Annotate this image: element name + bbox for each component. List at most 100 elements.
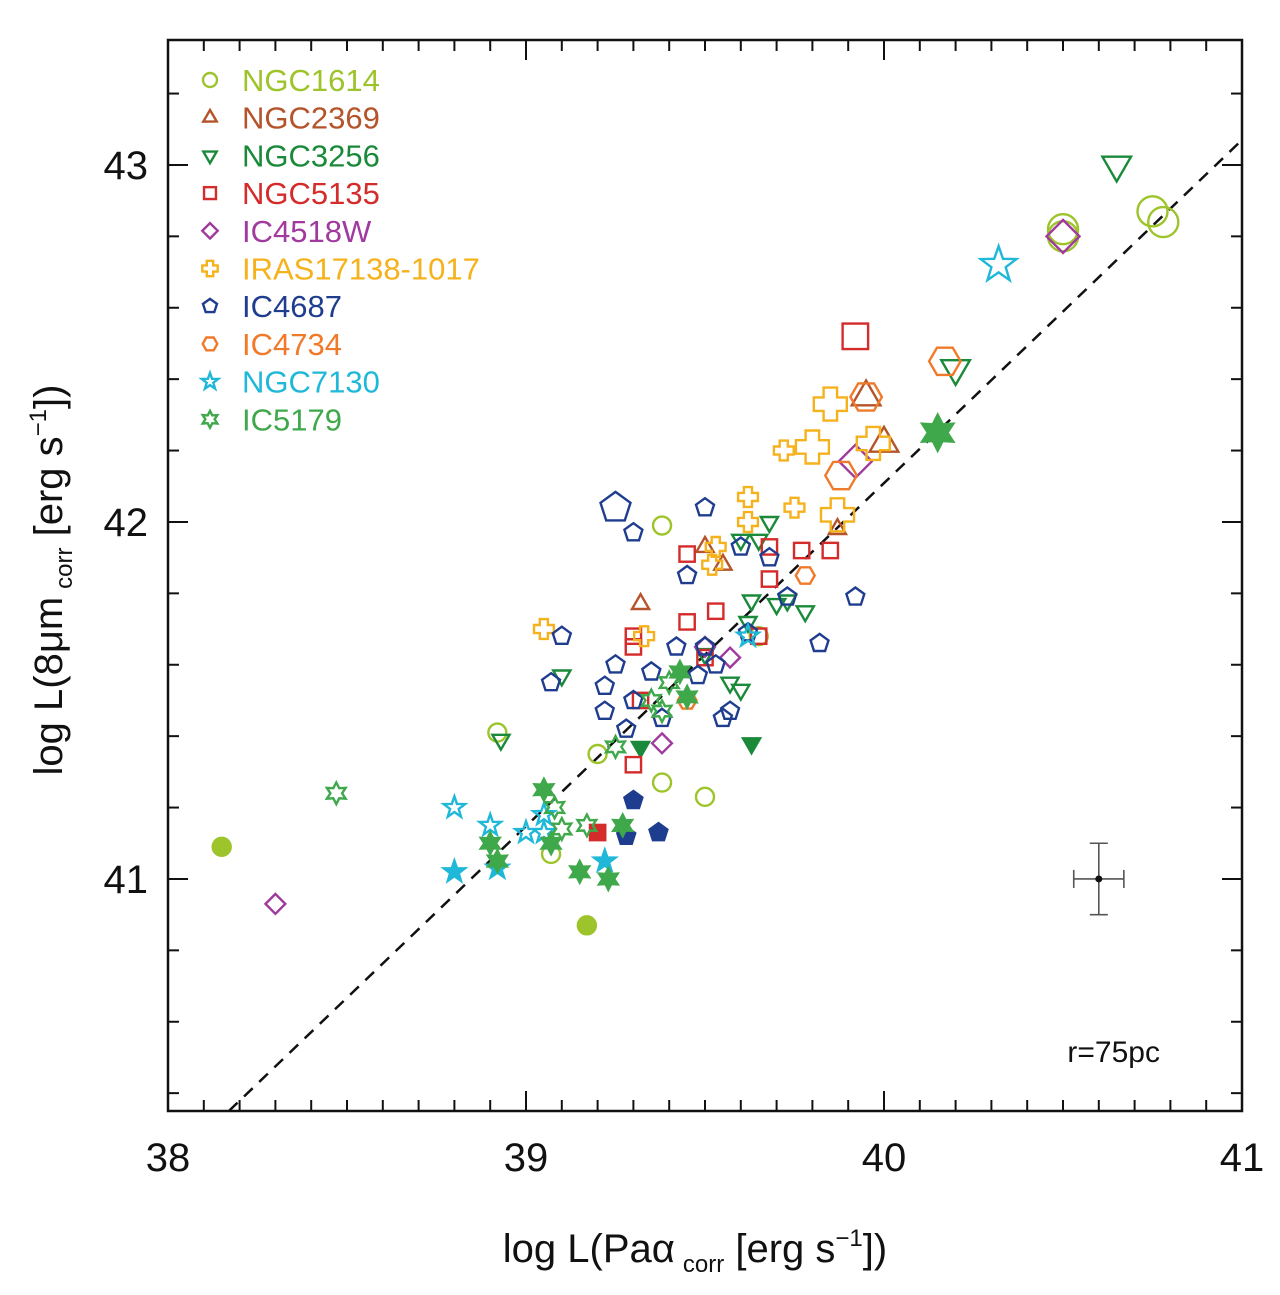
legend-marker — [201, 71, 219, 89]
data-point-ic4687 — [622, 689, 644, 710]
data-point-ic5179 — [532, 776, 556, 804]
data-point-iras17138-1017 — [772, 439, 795, 462]
data-point-ic4687 — [594, 675, 616, 695]
legend-marker — [200, 221, 220, 241]
data-point-iras17138-1017 — [532, 617, 555, 641]
data-point-iras17138-1017 — [794, 429, 831, 465]
legend-label: IC4687 — [242, 289, 342, 324]
data-point-ic4687 — [759, 546, 780, 567]
data-point-ngc5135 — [841, 322, 870, 351]
data-point-ngc5135 — [631, 691, 650, 710]
data-point-ngc1614 — [694, 786, 716, 808]
data-point-ic4687 — [687, 664, 709, 685]
data-point-ic5179 — [668, 658, 692, 686]
legend-label: NGC1614 — [242, 63, 380, 98]
data-point-ic4734 — [927, 346, 962, 377]
x-tick-label: 40 — [862, 1136, 907, 1180]
data-point-ngc2369 — [629, 591, 652, 611]
data-point-iras17138-1017 — [633, 625, 656, 648]
x-tick-label: 38 — [146, 1136, 191, 1180]
data-point-ngc7130 — [440, 856, 469, 884]
data-point-ic4687 — [640, 660, 662, 681]
data-point-ngc3256 — [737, 615, 759, 635]
data-point-ngc5135 — [706, 602, 725, 621]
data-point-ic4687 — [605, 653, 626, 674]
y-tick-label: 42 — [104, 501, 149, 545]
data-point-ic5179 — [550, 815, 574, 843]
data-point-ic4687 — [615, 718, 637, 738]
data-point-ngc5135 — [821, 541, 840, 560]
data-point-ic4687 — [776, 586, 798, 606]
data-point-ngc3256 — [730, 533, 752, 553]
data-point-ic4734 — [849, 382, 884, 412]
data-point-ic4687 — [599, 490, 632, 522]
data-point-ic4518w — [718, 646, 742, 670]
data-point-ic4518w — [650, 731, 674, 755]
legend-label: IRAS17138-1017 — [242, 252, 480, 287]
reference-dashed-line — [227, 139, 1243, 1112]
data-point-ngc3256 — [490, 733, 512, 752]
legend-marker — [202, 185, 218, 201]
data-point-ic5179 — [611, 811, 635, 839]
data-point-ngc7130 — [590, 846, 620, 874]
data-point-ngc3256 — [740, 594, 763, 613]
data-point-ngc7130 — [733, 621, 763, 649]
data-point-ic5179 — [919, 412, 956, 454]
legend: NGC1614NGC2369NGC3256NGC5135IC4518WIRAS1… — [198, 63, 480, 437]
data-point-iras17138-1017 — [783, 496, 806, 519]
data-point-ic4687 — [622, 521, 644, 542]
data-point-ngc3256 — [765, 597, 788, 617]
data-point-ngc3256 — [794, 605, 816, 624]
data-point-ngc1614 — [1046, 213, 1080, 246]
data-point-iras17138-1017 — [819, 497, 856, 533]
legend-marker — [201, 259, 219, 278]
legend-label: NGC2369 — [242, 101, 380, 136]
data-point-ngc2369 — [867, 424, 901, 453]
data-point-ic5179 — [575, 811, 599, 839]
annotation-radius: r=75pc — [1067, 1036, 1160, 1069]
data-point-ic5179 — [603, 733, 628, 761]
data-point-ic5179 — [650, 697, 674, 725]
data-point-ngc1614 — [651, 515, 673, 536]
y-axis-title: log L(8μmcorr [erg s−1]) — [25, 385, 78, 776]
error-bar — [1072, 842, 1125, 916]
data-point-ngc3256 — [730, 683, 752, 702]
legend-label: NGC5135 — [242, 176, 380, 211]
data-point-ngc5135 — [749, 627, 768, 646]
data-point-ic4687 — [648, 821, 669, 842]
legend-marker — [201, 297, 219, 314]
data-point-ngc5135 — [624, 627, 643, 646]
legend-label: NGC7130 — [242, 365, 380, 400]
data-point-ngc3256 — [740, 737, 763, 756]
legend-label: IC4734 — [242, 327, 342, 362]
data-point-iras17138-1017 — [855, 425, 891, 462]
x-axis-title: log L(Paα corr [erg s−1]) — [503, 1225, 887, 1278]
y-tick-label: 43 — [104, 144, 149, 188]
data-point-ic5179 — [568, 858, 592, 886]
legend-marker — [200, 408, 220, 431]
data-point-ngc7130 — [511, 817, 541, 845]
data-point-ngc1614 — [1136, 195, 1169, 228]
data-point-ngc5135 — [678, 613, 696, 631]
data-point-ic4734 — [823, 460, 859, 491]
data-point-ic4734 — [794, 566, 817, 585]
data-point-ic4687 — [705, 653, 727, 674]
data-point-ngc3256 — [629, 740, 652, 760]
data-point-ic4687 — [712, 707, 734, 728]
data-point-ic5179 — [478, 829, 502, 857]
data-point-ic4687 — [551, 625, 573, 645]
legend-label: IC4518W — [242, 214, 372, 249]
data-point-ngc5135 — [678, 545, 696, 563]
data-point-iras17138-1017 — [736, 510, 760, 534]
data-point-ngc1614 — [748, 625, 769, 647]
data-point-ngc3256 — [1100, 155, 1134, 184]
data-point-ngc1614 — [1147, 205, 1180, 239]
legend-marker — [201, 336, 219, 352]
data-point-ngc3256 — [758, 515, 781, 535]
data-point-iras17138-1017 — [704, 535, 727, 558]
data-point-ic5179 — [675, 683, 699, 711]
data-point-iras17138-1017 — [812, 386, 848, 422]
legend-marker — [201, 107, 219, 123]
tick-labels: 38 39 40 41 41 42 43 — [104, 144, 1265, 1180]
